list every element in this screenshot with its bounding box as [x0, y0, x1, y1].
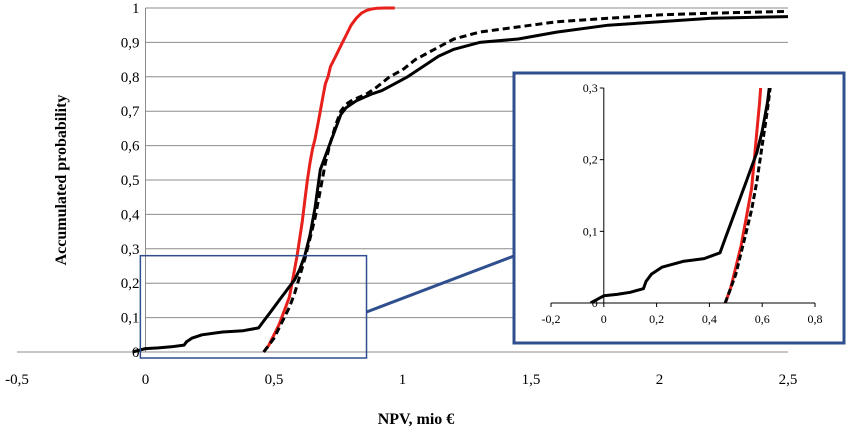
series-line-2 — [132, 15, 789, 354]
y-tick-label: 0,8 — [121, 70, 140, 86]
inset-y-tick-label: 0,3 — [583, 81, 598, 95]
x-tick-label: 2,5 — [779, 372, 798, 388]
y-tick-label: 0 — [132, 345, 140, 361]
inset-x-tick-label: -0,2 — [542, 312, 561, 326]
inset-x-tick-labels: -0,2 0 0,2 0,4 0,6 0,8 — [542, 312, 823, 326]
inset-series-lines — [589, 88, 772, 303]
y-tick-label: 0,5 — [121, 173, 140, 189]
main-y-tick-labels: 0 0,1 0,2 0,3 0,4 0,5 0,6 0,7 0,8 0,9 1 — [121, 1, 140, 361]
y-tick-label: 0,2 — [121, 276, 140, 292]
y-tick-label: 0,3 — [121, 242, 140, 258]
x-tick-label: 1 — [399, 372, 407, 388]
inset-x-tick-label: 0,8 — [808, 312, 823, 326]
inset-axes — [550, 87, 816, 307]
series-line-3 — [262, 9, 789, 353]
x-tick-label: 1,5 — [522, 372, 541, 388]
y-tick-label: 0,6 — [121, 139, 140, 155]
main-gridlines — [145, 7, 788, 319]
zoom-connector-line — [365, 254, 515, 314]
y-tick-label: 0,9 — [121, 35, 140, 51]
inset-y-tick-label: 0,1 — [583, 224, 598, 238]
inset-chart: 0 0,1 0,2 0,3 -0,2 0 0,2 0,4 0,6 0,8 — [512, 71, 846, 345]
x-axis-title: NPV, mio € — [378, 411, 455, 428]
x-tick-label: 0 — [142, 372, 150, 388]
y-tick-label: 1 — [132, 1, 140, 17]
main-x-tick-labels: -0,5 0 0,5 1 1,5 2 2,5 — [5, 372, 797, 388]
main-axes — [17, 8, 788, 353]
inset-series-line-1 — [723, 88, 763, 303]
y-tick-label: 0,7 — [121, 104, 140, 120]
inset-x-tick-label: 0,2 — [649, 312, 664, 326]
inset-x-tick-label: 0,4 — [702, 312, 717, 326]
inset-frame — [512, 71, 846, 345]
inset-x-tick-label: 0 — [601, 312, 607, 326]
series-line-1 — [262, 6, 395, 353]
inset-y-tick-labels: 0 0,1 0,2 0,3 — [583, 81, 598, 310]
inset-series-line-2 — [589, 88, 771, 303]
y-tick-label: 0,4 — [121, 207, 140, 223]
zoom-region-box — [139, 254, 368, 359]
x-tick-label: 2 — [656, 372, 664, 388]
x-tick-label: -0,5 — [5, 372, 29, 388]
y-tick-label: 0,1 — [121, 311, 140, 327]
x-tick-label: 0,5 — [265, 372, 284, 388]
inset-x-tick-label: 0,6 — [755, 312, 770, 326]
inset-y-tick-label: 0,2 — [583, 153, 598, 167]
main-series-lines — [132, 6, 789, 354]
inset-y-tick-label: 0 — [592, 296, 598, 310]
y-axis-title: Accumulated probability — [53, 95, 70, 266]
